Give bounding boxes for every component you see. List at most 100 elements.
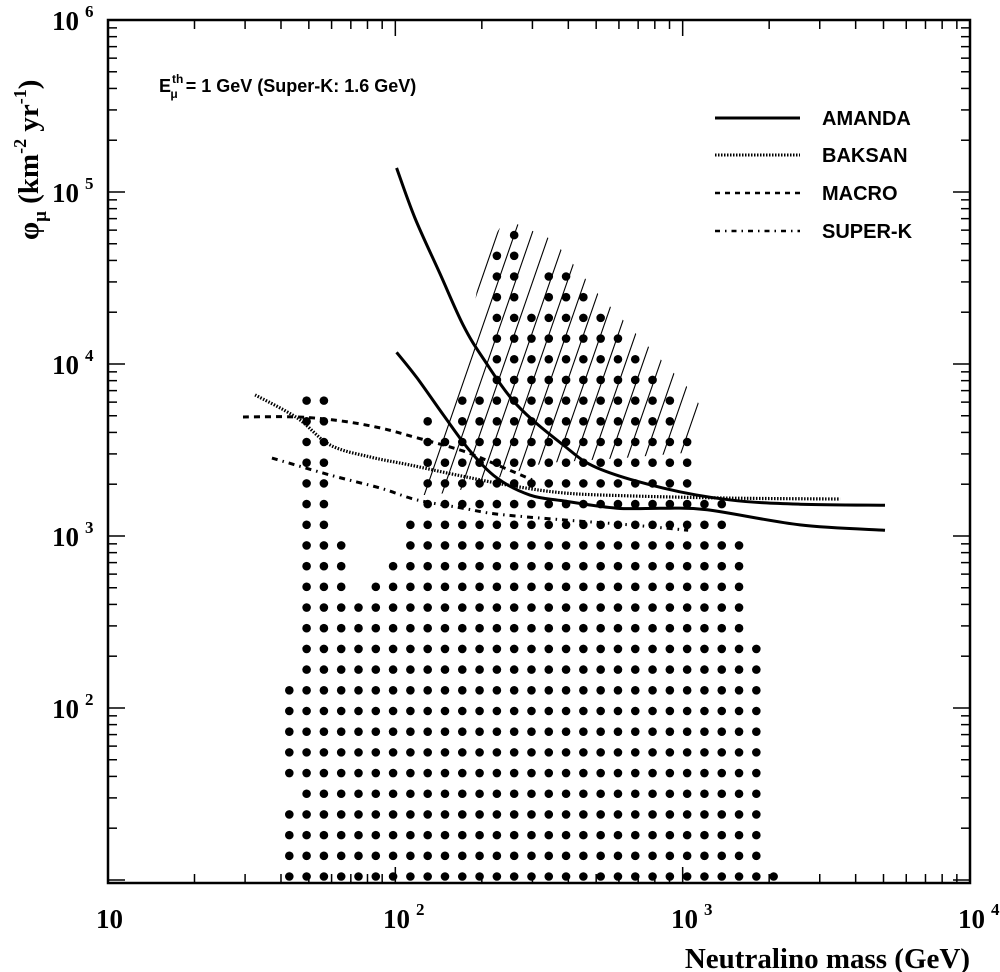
scatter-point [630, 851, 640, 861]
y-tick-label: 10 2 [52, 690, 94, 724]
scatter-point [475, 851, 484, 861]
scatter-point [371, 789, 381, 799]
scatter-point [596, 706, 605, 716]
scatter-point [613, 810, 623, 819]
scatter-point [371, 685, 381, 695]
scatter-point [752, 706, 761, 716]
scatter-point [544, 665, 554, 674]
scatter-point [544, 706, 554, 716]
scatter-point [457, 582, 467, 592]
scatter-point [579, 706, 588, 716]
scatter-point [388, 582, 398, 592]
legend-label-baksan: BAKSAN [822, 145, 908, 167]
scatter-point [682, 541, 692, 550]
scatter-point [561, 727, 571, 736]
scatter-point [717, 830, 727, 840]
scatter-point [423, 417, 432, 426]
scatter-point [285, 830, 294, 840]
hatch-line [59, 150, 215, 600]
scatter-point [527, 665, 536, 674]
scatter-point [665, 665, 675, 674]
scatter-point [561, 748, 571, 757]
scatter-point [682, 644, 692, 654]
scatter-point [561, 541, 571, 550]
scatter-point [700, 727, 709, 736]
scatter-point [319, 748, 329, 757]
scatter-point [527, 748, 536, 757]
scatter-point [302, 499, 311, 509]
curve-baksan [254, 393, 841, 501]
scatter-point [354, 748, 363, 757]
scatter-point [596, 789, 605, 799]
scatter-point [700, 623, 709, 633]
scatter-point [579, 727, 588, 736]
scatter-point [700, 830, 709, 840]
scatter-point [440, 561, 450, 571]
scatter-point [682, 520, 692, 530]
scatter-point [509, 499, 519, 509]
hatch-line [409, 223, 545, 496]
scatter-point [665, 810, 675, 819]
scatter-point [561, 665, 571, 674]
scatter-point [285, 727, 294, 736]
scatter-point [406, 706, 415, 716]
hatch-line [111, 150, 267, 600]
scatter-point [579, 313, 588, 323]
scatter-point [371, 644, 381, 654]
scatter-point [734, 685, 744, 695]
scatter-point [579, 479, 588, 488]
scatter-point [544, 313, 554, 323]
scatter-point [544, 582, 554, 592]
scatter-point [596, 872, 605, 881]
scatter-point [579, 830, 588, 840]
scatter-point [596, 685, 605, 695]
scatter-point [630, 582, 640, 592]
scatter-point [596, 830, 605, 840]
hatch-line [409, 223, 562, 496]
scatter-point [561, 872, 571, 881]
scatter-point [700, 706, 709, 716]
curve-macro [242, 415, 533, 482]
scatter-point [302, 706, 311, 716]
scatter-point [717, 789, 727, 799]
scatter-point [457, 727, 467, 736]
scatter-point [613, 851, 623, 861]
scatter-point [492, 685, 502, 695]
scatter-point [752, 727, 761, 736]
scatter-point [475, 582, 484, 592]
scatter-point [423, 768, 432, 778]
scatter-point [475, 417, 484, 426]
scatter-point [302, 561, 311, 571]
scatter-point [406, 810, 415, 819]
scatter-point [665, 603, 675, 612]
scatter-point [630, 768, 640, 778]
scatter-point [319, 499, 329, 509]
scatter-point [682, 748, 692, 757]
hatch-line [128, 150, 284, 600]
scatter-point [700, 789, 709, 799]
hatch-line [508, 223, 666, 496]
hatch-line [456, 223, 614, 496]
scatter-point [579, 665, 588, 674]
scatter-point [440, 748, 450, 757]
scatter-point [648, 541, 657, 550]
hatch-line [525, 223, 683, 496]
scatter-point [630, 541, 640, 550]
scatter-point [630, 644, 640, 654]
scatter-point [630, 727, 640, 736]
scatter-point [509, 665, 519, 674]
scatter-point [752, 810, 761, 819]
scatter-point [596, 479, 605, 488]
scatter-point [682, 768, 692, 778]
scatter-point [700, 541, 709, 550]
scatter-point [475, 603, 484, 612]
scatter-point [509, 561, 519, 571]
scatter-point [285, 851, 294, 861]
scatter-point [371, 748, 381, 757]
scatter-point [579, 396, 588, 405]
scatter-point [406, 623, 415, 633]
scatter-point [648, 623, 657, 633]
scatter-point [371, 603, 381, 612]
scatter-point [700, 561, 709, 571]
scatter-point [561, 417, 571, 426]
